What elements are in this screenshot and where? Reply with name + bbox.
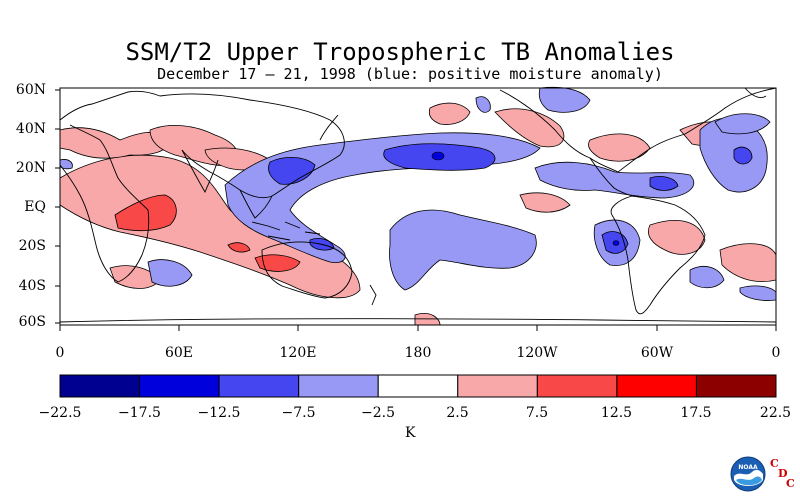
coastline-australia	[261, 241, 353, 299]
lon-label-0-east: 0	[771, 345, 781, 361]
coastline-north-america	[499, 87, 777, 173]
colorbar-label: −7.5	[281, 405, 316, 421]
lon-label-60w: 60W	[640, 345, 674, 361]
colorbar-swatch	[218, 374, 300, 398]
coastline-greenland	[744, 87, 767, 99]
red-core-indonesia	[227, 242, 251, 253]
blue-region-south-pacific-east	[689, 266, 725, 289]
blue-region-north-atlantic	[714, 113, 771, 135]
lat-label-60s: 60S	[18, 314, 46, 330]
lat-label-eq: EQ	[24, 199, 46, 215]
blue-core-dark-south-america	[612, 240, 620, 246]
red-region-east-pacific	[588, 133, 651, 162]
red-region-north-pacific	[428, 102, 471, 125]
blue-core-atlantic	[733, 146, 753, 165]
chart-title: SSM/T2 Upper Tropospheric TB Anomalies	[125, 38, 675, 66]
axis-ticks	[55, 89, 777, 331]
coastline-south-america	[610, 195, 706, 315]
logo-letter-c1: C	[770, 457, 779, 470]
coastline-africa	[59, 124, 150, 283]
strong-positive-anomaly-cores	[114, 194, 301, 272]
coastline-new-zealand	[369, 284, 377, 306]
colorbar-label: −17.5	[118, 405, 161, 421]
lat-label-20n: 20N	[15, 160, 46, 176]
coastline-japan	[319, 114, 339, 141]
colorbar-swatch	[616, 374, 697, 398]
chart-subtitle: December 17 – 21, 1998 (blue: positive m…	[157, 65, 663, 83]
blue-region-east-pacific-north	[538, 86, 591, 113]
lon-label-120e: 120E	[279, 345, 317, 361]
colorbar-swatch	[139, 374, 220, 398]
lat-label-20s: 20S	[18, 238, 46, 254]
colorbar-swatch	[457, 374, 538, 398]
colorbar-swatch	[536, 374, 618, 398]
coastline-antarctica	[59, 318, 777, 323]
colorbar-label: 2.5	[446, 405, 469, 421]
colorbar-label: 7.5	[525, 405, 549, 421]
colorbar-swatch	[298, 374, 379, 398]
colorbar-label: 12.5	[600, 405, 633, 421]
coastline-indochina	[239, 189, 273, 219]
map-area	[55, 86, 777, 331]
lat-label-40n: 40N	[15, 121, 46, 137]
colorbar-units: K	[405, 425, 416, 441]
colorbar-label: −2.5	[361, 405, 395, 421]
lon-label-0: 0	[55, 345, 65, 361]
colorbar-label: 17.5	[680, 405, 712, 421]
red-region-south-atlantic	[648, 220, 706, 255]
colorbar-swatch	[695, 374, 777, 398]
very-strong-negative-anomaly-cores	[431, 151, 620, 246]
lat-label-60n: 60N	[15, 82, 46, 98]
red-core-australia	[254, 254, 301, 272]
logo-text: NOAA	[738, 464, 758, 471]
logo-letter-d: D	[778, 467, 788, 480]
blue-core-gulf	[649, 176, 679, 191]
lon-label-180: 180	[404, 345, 432, 361]
colorbar-swatch	[377, 374, 459, 398]
colorbar	[59, 374, 777, 398]
blue-region-africa	[59, 159, 73, 170]
colorbar-label: 22.5	[759, 405, 792, 421]
blue-core-dark-pacific	[431, 151, 445, 161]
red-region-pacific-arc	[494, 108, 565, 148]
red-region-south-pacific	[519, 192, 571, 213]
lon-label-60e: 60E	[164, 345, 194, 361]
colorbar-label: −22.5	[38, 405, 82, 421]
blue-region-south-indian	[147, 259, 193, 287]
coastline-central-america	[589, 157, 633, 197]
coastline-india	[181, 149, 219, 194]
lat-label-40s: 40S	[18, 278, 46, 294]
red-core-indian-ocean	[114, 194, 177, 232]
colorbar-swatch	[59, 374, 141, 398]
logo-letter-c2: C	[786, 477, 795, 490]
blue-region-central-pacific	[389, 209, 537, 291]
noaa-logo-icon: NOAA	[730, 456, 766, 492]
coastline-indonesia	[251, 221, 321, 241]
colorbar-label: −12.5	[197, 405, 241, 421]
blue-region-north-pacific-small	[475, 96, 491, 113]
coastline-europe	[59, 90, 161, 121]
blue-region-gulf	[534, 161, 695, 199]
coastlines	[59, 87, 777, 323]
lon-label-120w: 120W	[516, 345, 558, 361]
blue-core-west-pacific	[268, 157, 316, 185]
coastline-asia	[159, 93, 345, 199]
